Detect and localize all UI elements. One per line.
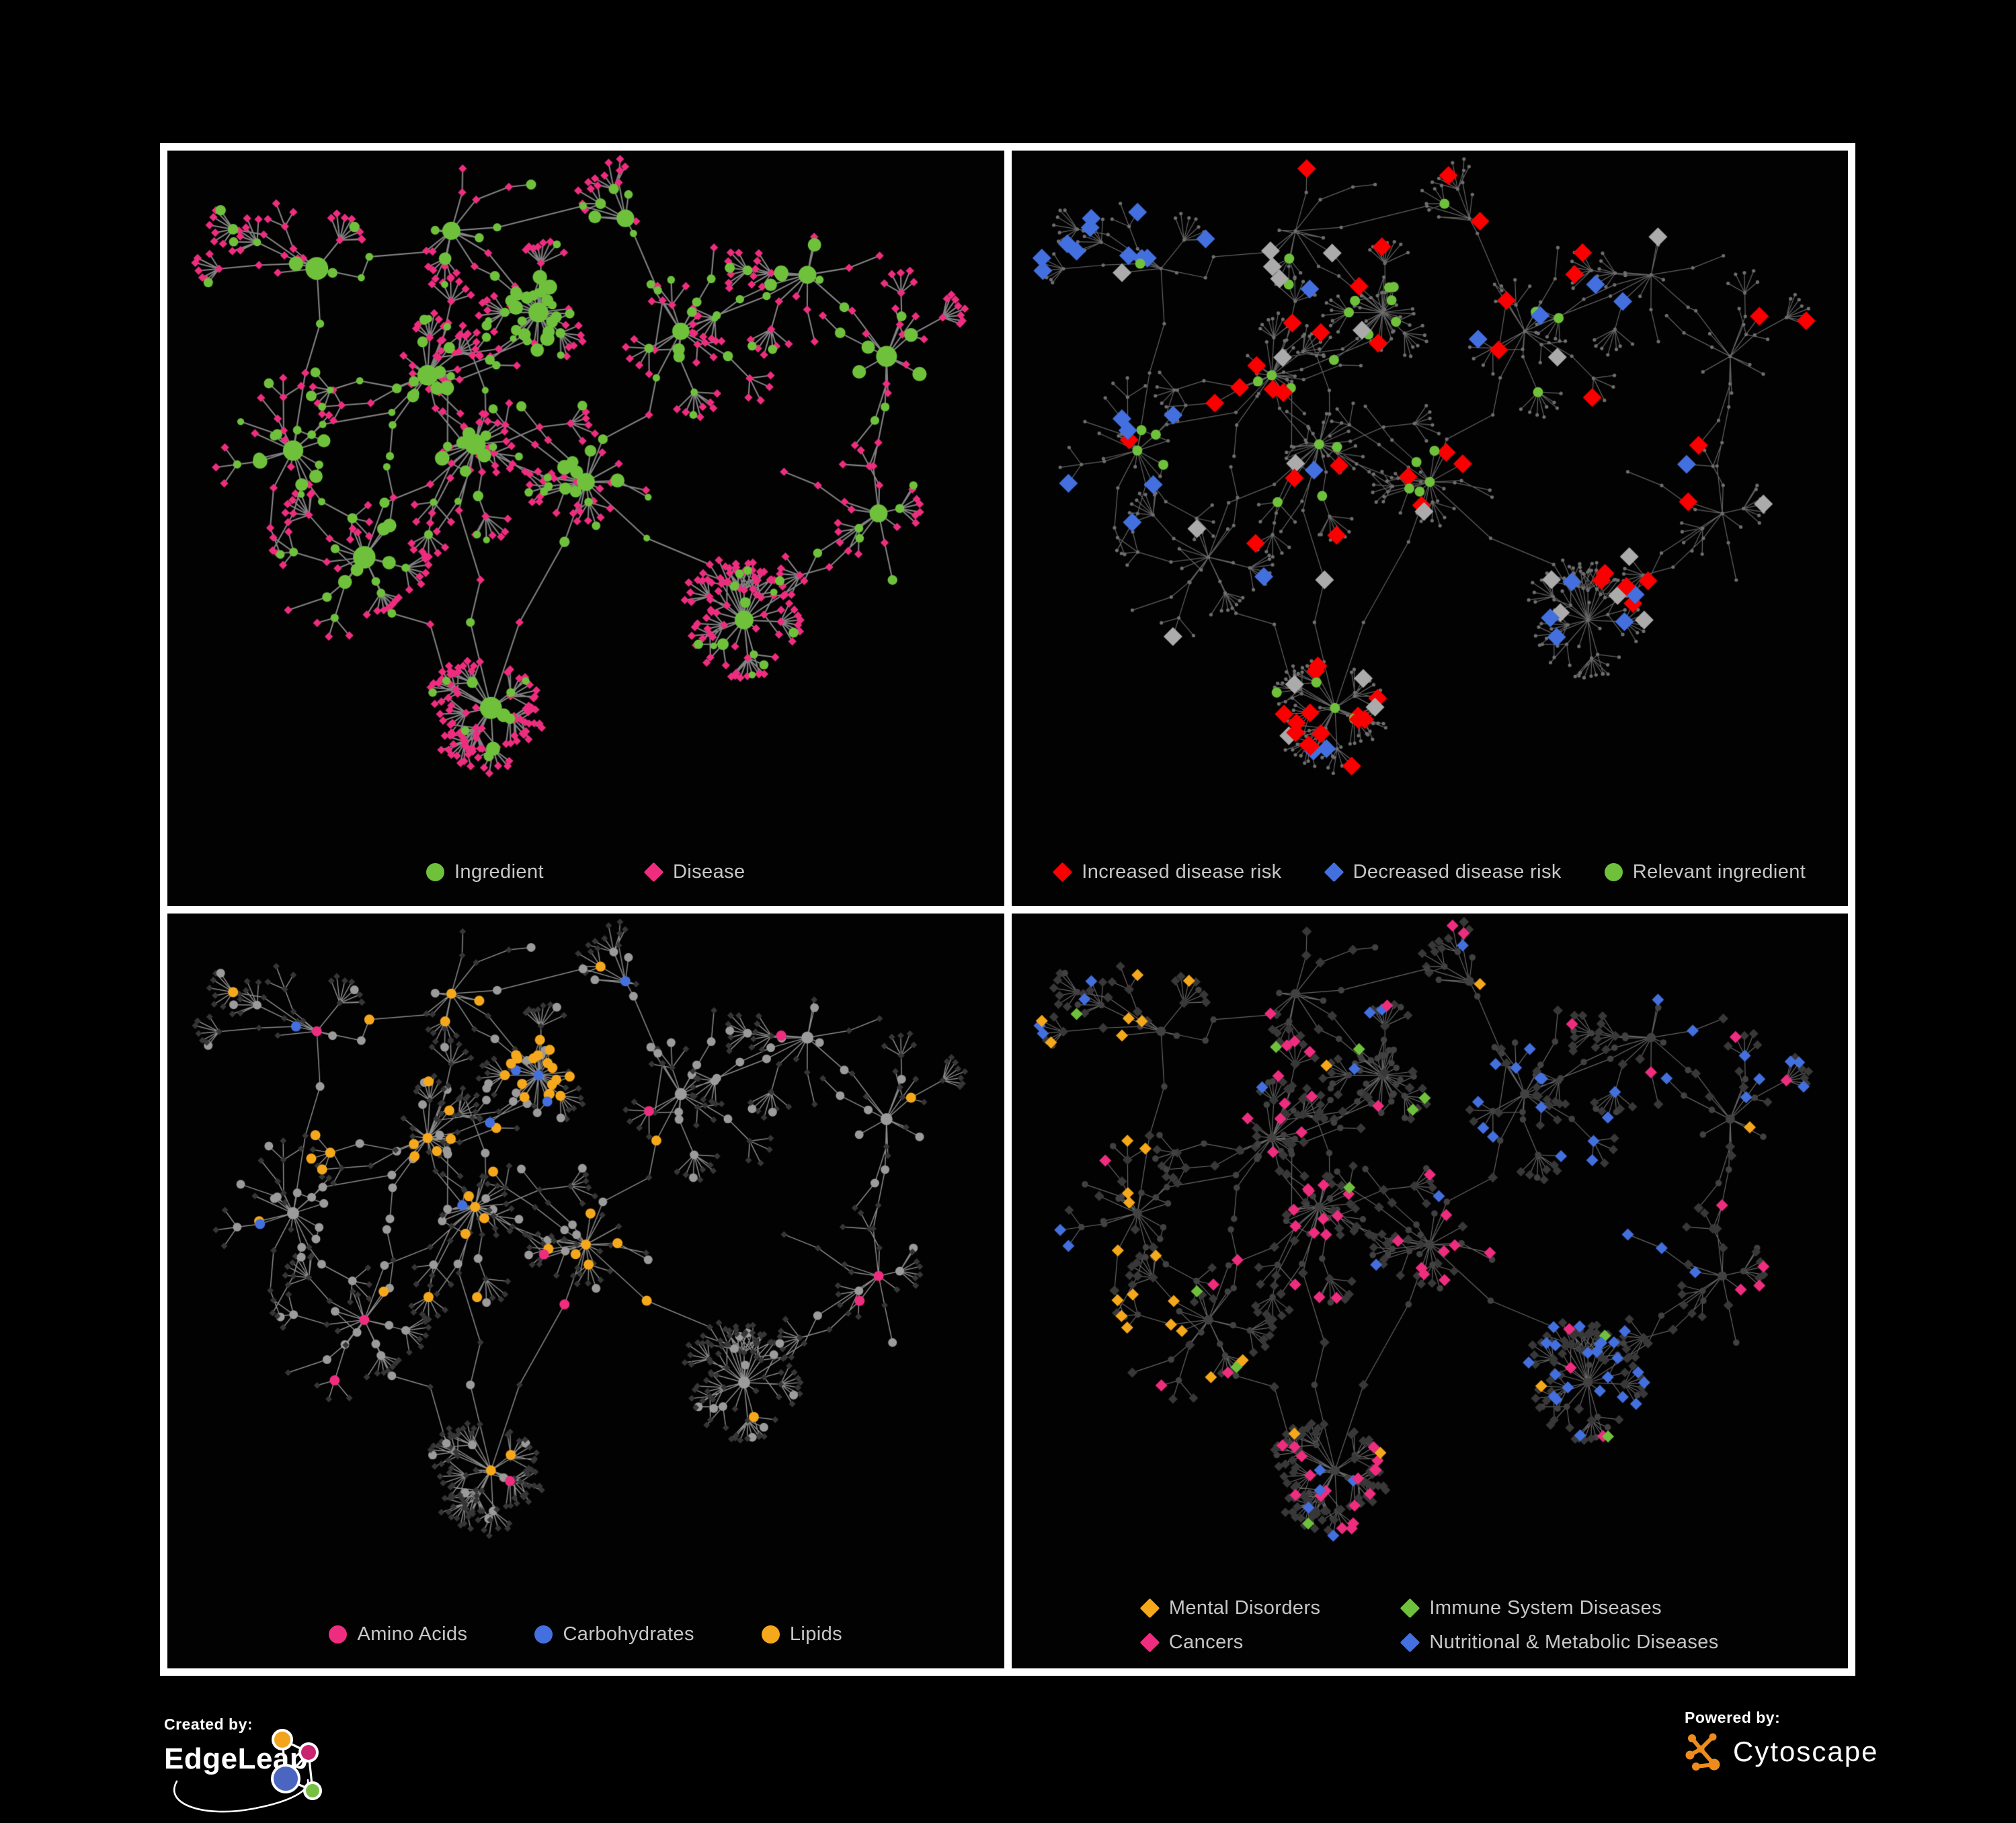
legend-label: Disease: [672, 860, 745, 883]
created-by-label: Created by:: [164, 1715, 253, 1733]
legend-item: Ingredient: [426, 861, 544, 883]
edgeleap-swoosh-icon: [173, 1779, 309, 1813]
legend-item: Disease: [643, 860, 745, 883]
cytoscape-logo-icon: [1685, 1733, 1720, 1771]
powered-by-label: Powered by:: [1685, 1709, 1781, 1726]
amino-acids-marker-icon: [329, 1625, 348, 1644]
mental-disorders-marker-icon: [1139, 1598, 1160, 1619]
cytoscape-brand: Cytoscape: [1733, 1736, 1879, 1767]
created-by-credit: Created by: EdgeLeap: [164, 1715, 446, 1823]
nutritional-metabolic-marker-icon: [1400, 1632, 1420, 1653]
legend-disease-classes: Mental Disorders Cancers Immune System D…: [1012, 1597, 1849, 1654]
legend-label: Relevant ingredient: [1632, 860, 1806, 883]
legend-item: Nutritional & Metabolic Diseases: [1400, 1631, 1719, 1654]
immune-system-marker-icon: [1400, 1598, 1420, 1619]
legend-disease-risk: Increased disease risk Decreased disease…: [1012, 861, 1849, 883]
legend-grid: Mental Disorders Cancers Immune System D…: [1139, 1597, 1719, 1654]
increased-risk-marker-icon: [1052, 862, 1073, 882]
panel-ingredient-disease: Ingredient Disease: [167, 151, 1004, 906]
legend-label: Ingredient: [454, 860, 544, 883]
powered-by-credit: Powered by: Cytoscape: [1685, 1709, 1980, 1816]
cancers-marker-icon: [1139, 1632, 1160, 1653]
legend-item: Mental Disorders: [1139, 1597, 1321, 1619]
relevant-ingredient-marker-icon: [1604, 862, 1623, 881]
legend-label: Amino Acids: [357, 1623, 468, 1645]
legend-nutrient-classes: Amino Acids Carbohydrates Lipids: [167, 1623, 1004, 1646]
legend-item: Lipids: [761, 1623, 843, 1646]
disease-marker-icon: [643, 862, 664, 882]
legend-item: Increased disease risk: [1052, 860, 1282, 883]
network-grid: Ingredient Disease Increased disease ris…: [160, 143, 1855, 1676]
legend-label: Nutritional & Metabolic Diseases: [1429, 1631, 1719, 1653]
legend-label: Mental Disorders: [1168, 1597, 1321, 1619]
carbohydrates-marker-icon: [534, 1625, 553, 1644]
legend-item: Relevant ingredient: [1604, 860, 1806, 883]
decreased-risk-marker-icon: [1324, 862, 1344, 882]
legend-label: Increased disease risk: [1082, 860, 1282, 883]
legend-label: Carbohydrates: [563, 1623, 694, 1645]
legend-label: Immune System Diseases: [1429, 1597, 1662, 1619]
legend-ingredient-disease: Ingredient Disease: [167, 861, 1004, 883]
network-canvas-disease-risk: [1011, 151, 1848, 906]
panel-disease-risk: Increased disease risk Decreased disease…: [1011, 151, 1849, 906]
legend-item: Decreased disease risk: [1324, 860, 1562, 883]
legend-item: Immune System Diseases: [1400, 1597, 1718, 1619]
legend-label: Lipids: [789, 1623, 843, 1645]
ingredient-marker-icon: [426, 862, 444, 881]
edgeleap-logo-icon: [271, 1729, 322, 1800]
lipids-marker-icon: [761, 1625, 780, 1644]
network-canvas-disease-classes: [1011, 913, 1848, 1668]
legend-label: Decreased disease risk: [1353, 860, 1562, 883]
legend-item: Amino Acids: [329, 1623, 467, 1646]
network-canvas-ingredient-disease: [167, 151, 1004, 906]
panel-nutrient-classes: Amino Acids Carbohydrates Lipids: [167, 913, 1004, 1668]
legend-item: Cancers: [1139, 1631, 1321, 1654]
network-canvas-nutrient-classes: [167, 913, 1004, 1668]
legend-item: Carbohydrates: [534, 1623, 694, 1646]
legend-label: Cancers: [1168, 1631, 1244, 1653]
panel-disease-classes: Mental Disorders Cancers Immune System D…: [1011, 913, 1849, 1668]
